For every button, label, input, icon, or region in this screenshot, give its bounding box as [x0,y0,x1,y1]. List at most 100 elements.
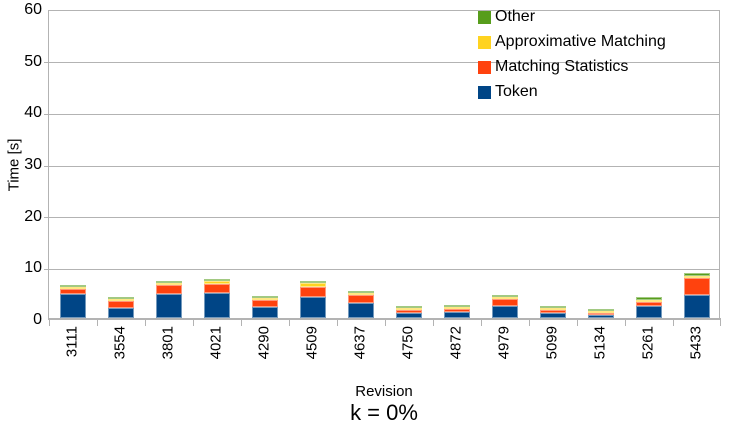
bar-segment-5433-matching-statistics [684,277,710,295]
bar-segment-5261-other [636,297,662,300]
y-tick-label-10: 10 [24,259,42,277]
legend-swatch-icon [478,85,491,99]
gridline-y-40 [44,113,719,115]
x-category-label-4872: 4872 [447,326,465,360]
bar-segment-3801-matching-statistics [156,284,182,295]
x-tick-mark [193,318,194,326]
x-category-label-4290: 4290 [255,326,273,360]
x-category-label-5099: 5099 [543,326,561,360]
bar-segment-5099-approximative-matching [540,308,566,311]
x-tick-mark [529,318,530,326]
bar-segment-5261-matching-statistics [636,302,662,307]
x-tick-mark [241,318,242,326]
bar-segment-4290-matching-statistics [252,300,278,307]
x-category-label-5261: 5261 [639,326,657,360]
bar-segment-4509-token [300,296,326,318]
legend-label: Approximative Matching [495,33,666,50]
bar-segment-4979-other [492,294,518,298]
bar-segment-4637-token [348,302,374,318]
bar-segment-4979-approximative-matching [492,297,518,300]
x-category-label-5433: 5433 [687,326,705,360]
plot-area [44,10,721,326]
bar-segment-4750-token [396,313,422,318]
bar-segment-4509-approximative-matching [300,282,326,288]
x-category-label-4637: 4637 [351,326,369,360]
chart-caption: k = 0% [350,400,418,425]
x-category-label-3801: 3801 [159,326,177,360]
bar-segment-4872-token [444,311,470,318]
bar-segment-5134-other [588,308,614,311]
bar-3554 [108,297,134,318]
bar-segment-4750-approximative-matching [396,308,422,311]
gridline-y-50 [44,62,719,64]
bar-segment-4021-matching-statistics [204,283,230,294]
x-category-label-4509: 4509 [303,326,321,360]
bar-4979 [492,294,518,318]
x-tick-mark [433,318,434,326]
bar-segment-4021-other [204,279,230,282]
y-tick-label-30: 30 [24,156,42,173]
bar-segment-5134-token [588,314,614,318]
x-category-label-3111: 3111 [63,326,81,358]
bar-segment-4290-token [252,306,278,318]
bar-segment-5134-approximative-matching [588,310,614,313]
bar-segment-3554-other [108,297,134,300]
y-tick-label-60: 60 [24,1,42,18]
bar-segment-4290-other [252,296,278,299]
bar-segment-3111-matching-statistics [60,289,86,295]
y-tick-label-20: 20 [24,207,42,225]
bar-4872 [444,304,470,318]
bar-segment-3801-token [156,294,182,318]
bar-segment-4637-other [348,291,374,294]
bar-segment-5261-token [636,306,662,318]
bar-segment-5099-token [540,312,566,318]
bar-segment-5134-matching-statistics [588,312,614,315]
bar-4021 [204,279,230,318]
gridline-y-30 [44,165,719,167]
x-tick-mark [673,318,674,326]
bar-3801 [156,280,182,318]
x-tick-mark [289,318,290,326]
x-axis-title: Revision [355,383,413,400]
bar-5099 [540,306,566,318]
bar-segment-3801-approximative-matching [156,282,182,285]
x-category-label-4979: 4979 [495,326,513,360]
legend-item-approximative-matching: Approximative Matching [478,34,666,50]
bar-segment-3111-approximative-matching [60,287,86,290]
bar-segment-5433-other [684,273,710,276]
bar-5433 [684,273,710,318]
bar-3111 [60,284,86,318]
bar-segment-3801-other [156,280,182,283]
bar-segment-4872-other [444,304,470,307]
bar-segment-4637-approximative-matching [348,293,374,296]
bar-segment-4979-token [492,305,518,318]
x-tick-mark [720,318,721,326]
y-tick-label-0: 0 [33,311,42,328]
bar-segment-3111-token [60,294,86,318]
bar-segment-4872-matching-statistics [444,308,470,312]
bar-segment-5099-matching-statistics [540,310,566,313]
bar-segment-5433-approximative-matching [684,275,710,278]
x-category-label-3554: 3554 [111,326,129,360]
y-tick-label-40: 40 [24,104,42,122]
bar-segment-4290-approximative-matching [252,298,278,301]
legend-swatch-icon [478,10,491,24]
legend-swatch-icon [478,60,491,74]
gridline-y-20 [44,217,719,219]
legend-swatch-icon [478,35,491,49]
gridline-y-10 [44,268,719,270]
legend-label: Matching Statistics [495,58,629,75]
bar-segment-3554-approximative-matching [108,299,134,302]
bar-segment-5261-approximative-matching [636,300,662,302]
bar-4750 [396,306,422,318]
bar-segment-4021-token [204,293,230,318]
x-tick-mark [337,318,338,326]
bar-segment-4872-approximative-matching [444,306,470,309]
x-category-label-4021: 4021 [207,326,225,360]
legend-item-other: Other [478,9,666,25]
bar-5134 [588,308,614,318]
x-tick-mark [625,318,626,326]
bar-segment-4509-other [300,280,326,283]
bar-4637 [348,291,374,318]
